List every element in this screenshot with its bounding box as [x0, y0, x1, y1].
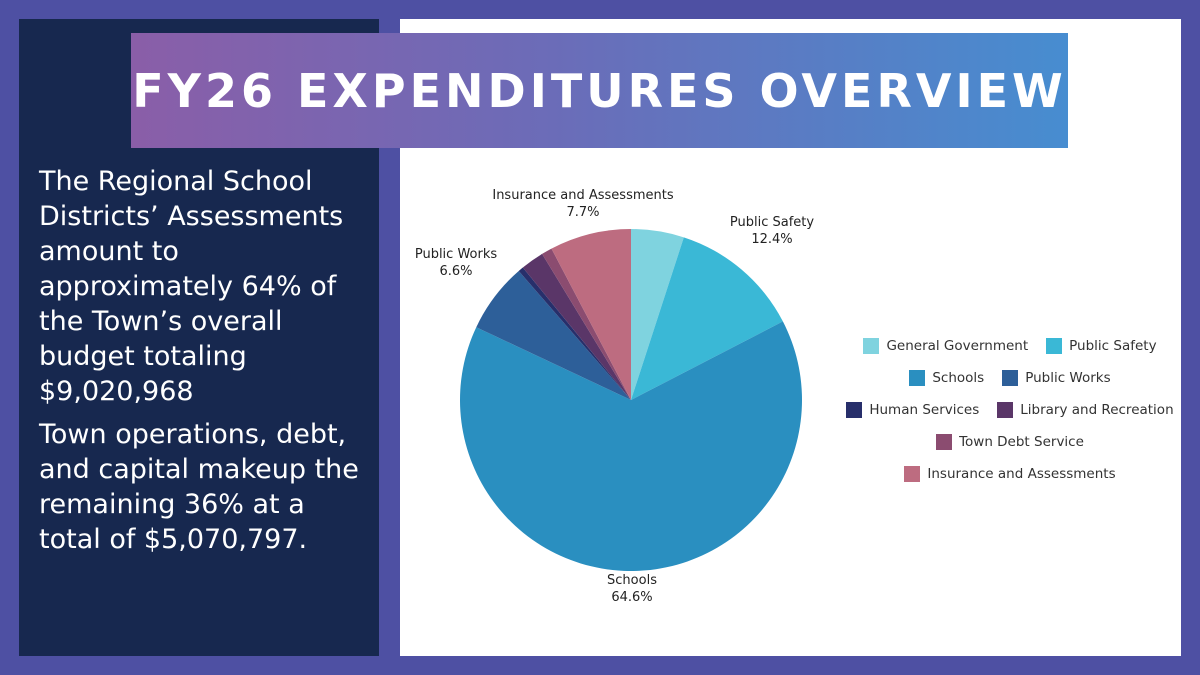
pie-slice-public-works	[476, 271, 631, 400]
legend-label: Schools	[932, 370, 985, 386]
slice-value-public-works: 6.6%	[439, 264, 472, 279]
slice-value-insurance-and-assessments: 7.7%	[566, 205, 599, 220]
slice-label-schools: Schools	[607, 573, 657, 588]
title-banner: FY26 EXPENDITURES OVERVIEW	[131, 33, 1068, 148]
legend-label: Town Debt Service	[959, 434, 1084, 450]
legend-item-general-government: General Government	[863, 338, 1028, 354]
slice-label-public-works: Public Works	[415, 247, 498, 262]
page-title: FY26 EXPENDITURES OVERVIEW	[132, 63, 1067, 118]
legend-row: General Government Public Safety	[830, 330, 1190, 362]
legend-label: General Government	[886, 338, 1029, 354]
pie-slice-insurance-and-assessments	[551, 229, 631, 400]
legend-swatch	[1002, 370, 1019, 386]
pie-slice-public-safety	[631, 237, 783, 400]
legend-swatch	[863, 338, 880, 354]
summary-text: The Regional School Districts’ Assessmen…	[39, 164, 369, 565]
summary-paragraph-schools: The Regional School Districts’ Assessmen…	[39, 166, 344, 407]
legend-label: Human Services	[869, 402, 980, 418]
legend-item-library-and-recreation: Library and Recreation	[997, 402, 1174, 418]
pie-slice-town-debt-service	[542, 248, 631, 400]
legend-item-town-debt-service: Town Debt Service	[936, 434, 1084, 450]
legend-row: Insurance and Assessments	[830, 458, 1190, 490]
legend-label: Public Works	[1025, 370, 1111, 386]
slice-value-public-safety: 12.4%	[751, 232, 792, 247]
legend-swatch	[909, 370, 926, 386]
summary-paragraph-town: Town operations, debt, and capital makeu…	[39, 419, 359, 555]
legend-swatch	[904, 466, 921, 482]
legend-swatch	[1046, 338, 1063, 354]
legend-item-insurance-and-assessments: Insurance and Assessments	[904, 466, 1116, 482]
legend-item-human-services: Human Services	[846, 402, 979, 418]
legend-row: Human Services Library and Recreation	[830, 394, 1190, 426]
slice-label-public-safety: Public Safety	[730, 215, 814, 230]
legend-row: Town Debt Service	[830, 426, 1190, 458]
pie-slice-library-and-recreation	[522, 253, 631, 400]
slice-value-schools: 64.6%	[611, 590, 652, 605]
pie-slice-schools	[460, 321, 802, 571]
legend-item-public-safety: Public Safety	[1046, 338, 1157, 354]
legend-label: Library and Recreation	[1020, 402, 1174, 418]
pie-slice-human-services	[518, 267, 631, 400]
slice-label-insurance-and-assessments: Insurance and Assessments	[492, 188, 673, 203]
chart-legend: General Government Public Safety Schools Pu…	[830, 330, 1190, 490]
legend-swatch	[936, 434, 953, 450]
legend-item-public-works: Public Works	[1002, 370, 1111, 386]
legend-swatch	[846, 402, 863, 418]
pie-slice-general-government	[631, 229, 684, 400]
legend-label: Public Safety	[1069, 338, 1157, 354]
legend-label: Insurance and Assessments	[927, 466, 1116, 482]
legend-item-schools: Schools	[909, 370, 984, 386]
legend-row: Schools Public Works	[830, 362, 1190, 394]
legend-swatch	[997, 402, 1014, 418]
